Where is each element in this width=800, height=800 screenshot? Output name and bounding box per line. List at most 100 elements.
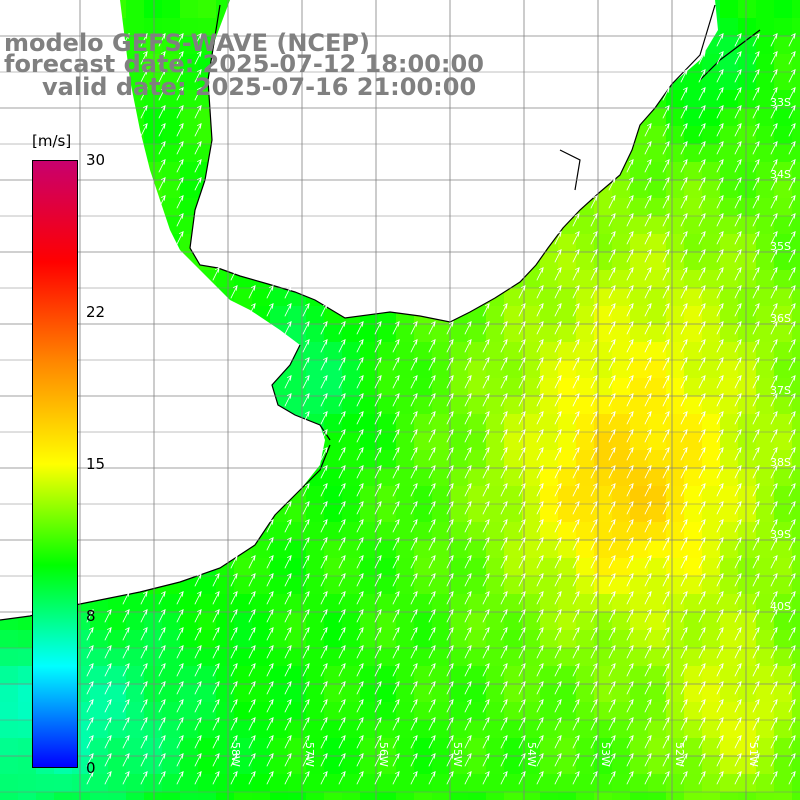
- wind-speed-cell: [522, 738, 540, 756]
- wind-speed-cell: [270, 666, 288, 684]
- wind-arrow: [716, 230, 724, 245]
- latitude-label: 38S: [770, 456, 791, 469]
- wind-speed-cell: [90, 792, 108, 800]
- wind-arrow: [608, 374, 616, 389]
- wind-speed-cell: [324, 774, 342, 792]
- wind-speed-cell: [666, 756, 684, 774]
- wind-speed-cell: [774, 234, 792, 252]
- wind-speed-cell: [414, 684, 432, 702]
- wind-arrow: [716, 644, 724, 659]
- wind-speed-cell: [684, 468, 702, 486]
- wind-arrow: [248, 644, 256, 659]
- wind-arrow: [104, 734, 112, 749]
- wind-arrow: [230, 716, 238, 731]
- wind-speed-cell: [774, 486, 792, 504]
- wind-arrow: [464, 374, 472, 389]
- wind-speed-cell: [180, 90, 198, 108]
- wind-arrow: [536, 266, 544, 281]
- wind-arrow: [500, 338, 508, 353]
- wind-speed-cell: [396, 450, 414, 468]
- wind-arrow: [590, 446, 598, 461]
- wind-arrow: [734, 176, 742, 191]
- wind-speed-cell: [576, 306, 594, 324]
- wind-arrow: [536, 698, 544, 713]
- wind-arrow: [644, 662, 652, 677]
- wind-arrow: [752, 212, 760, 227]
- wind-arrow: [194, 752, 202, 767]
- wind-arrow: [122, 680, 130, 695]
- wind-speed-cell: [756, 450, 774, 468]
- wind-arrow: [212, 266, 220, 281]
- wind-arrow: [734, 86, 742, 101]
- wind-arrow: [680, 158, 688, 173]
- wind-arrow: [176, 230, 184, 245]
- wind-arrow: [104, 644, 112, 659]
- wind-speed-cell: [450, 684, 468, 702]
- wind-speed-cell: [270, 648, 288, 666]
- wind-arrow: [248, 590, 256, 605]
- wind-arrow: [464, 752, 472, 767]
- wind-speed-cell: [630, 612, 648, 630]
- wind-speed-cell: [360, 684, 378, 702]
- wind-speed-cell: [468, 792, 486, 800]
- wind-arrow: [464, 500, 472, 515]
- wind-speed-cell: [720, 288, 738, 306]
- wind-speed-cell: [612, 234, 630, 252]
- wind-speed-cell: [684, 180, 702, 198]
- wind-arrow: [464, 554, 472, 569]
- wind-arrow: [572, 554, 580, 569]
- wind-speed-cell: [630, 648, 648, 666]
- wind-speed-cell: [540, 540, 558, 558]
- wind-speed-cell: [558, 612, 576, 630]
- wind-arrow: [680, 518, 688, 533]
- wind-speed-cell: [108, 666, 126, 684]
- wind-speed-cell: [630, 504, 648, 522]
- wind-speed-cell: [684, 198, 702, 216]
- wind-speed-cell: [594, 774, 612, 792]
- wind-speed-cell: [594, 324, 612, 342]
- wind-speed-cell: [684, 504, 702, 522]
- wind-arrow: [608, 194, 616, 209]
- wind-arrow: [338, 464, 346, 479]
- wind-speed-cell: [756, 288, 774, 306]
- land-area: [0, 0, 718, 620]
- wind-arrow: [140, 86, 148, 101]
- wind-speed-cell: [612, 792, 630, 800]
- wind-speed-cell: [594, 432, 612, 450]
- wind-arrow: [572, 752, 580, 767]
- wind-arrow: [374, 716, 382, 731]
- wind-arrow: [608, 518, 616, 533]
- wind-arrow: [266, 518, 274, 533]
- wind-speed-cell: [486, 450, 504, 468]
- wind-arrow: [230, 590, 238, 605]
- wind-speed-cell: [468, 432, 486, 450]
- wind-speed-cell: [738, 72, 756, 90]
- wind-arrow: [680, 554, 688, 569]
- wind-arrow: [446, 428, 454, 443]
- wind-arrow: [302, 302, 310, 317]
- wind-arrow: [788, 680, 796, 695]
- wind-speed-cell: [324, 360, 342, 378]
- wind-speed-cell: [18, 666, 36, 684]
- wind-speed-cell: [198, 612, 216, 630]
- wind-arrow: [140, 626, 148, 641]
- wind-speed-cell: [360, 756, 378, 774]
- wind-speed-cell: [594, 756, 612, 774]
- wind-speed-cell: [162, 198, 180, 216]
- wind-arrow: [626, 176, 634, 191]
- wind-speed-cell: [684, 648, 702, 666]
- wind-speed-cell: [36, 774, 54, 792]
- wind-arrow: [392, 734, 400, 749]
- wind-speed-cell: [18, 756, 36, 774]
- wind-speed-cell: [180, 630, 198, 648]
- wind-arrow: [392, 554, 400, 569]
- wind-speed-cell: [288, 702, 306, 720]
- wind-speed-cell: [630, 594, 648, 612]
- wind-arrow: [356, 590, 364, 605]
- wind-arrow: [752, 662, 760, 677]
- wind-speed-cell: [432, 576, 450, 594]
- wind-speed-cell: [792, 792, 800, 800]
- wind-speed-cell: [252, 594, 270, 612]
- wind-arrow: [410, 338, 418, 353]
- wind-speed-cell: [414, 576, 432, 594]
